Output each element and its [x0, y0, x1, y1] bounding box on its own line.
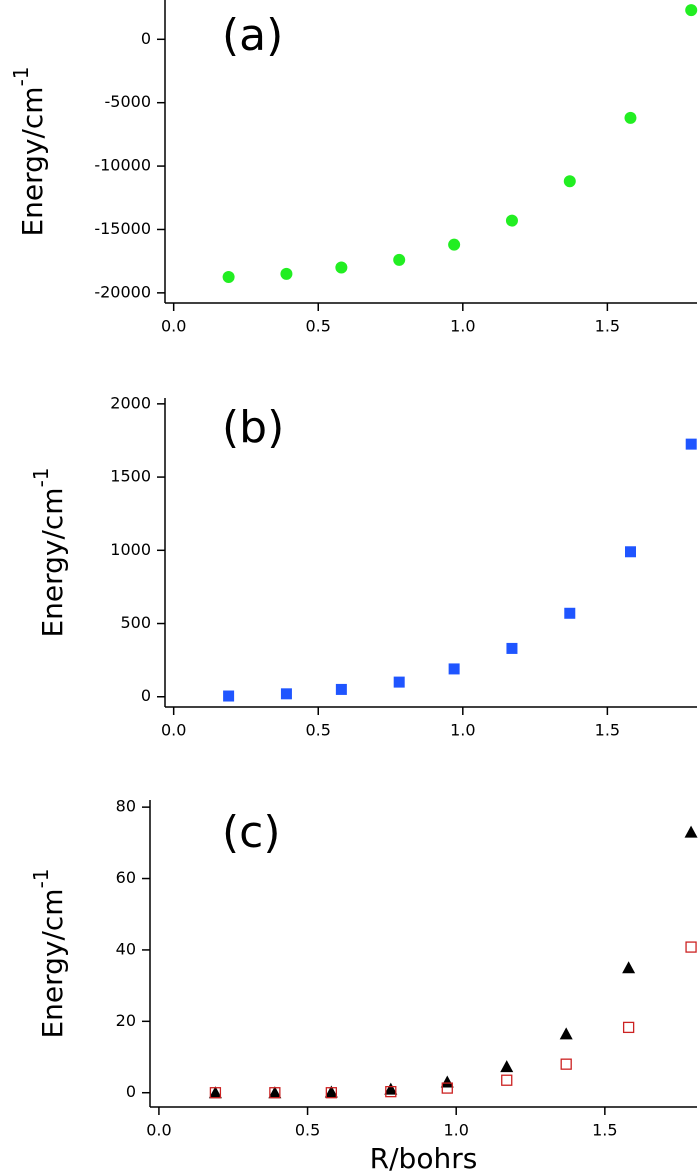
point	[448, 238, 461, 251]
panel-label: (b)	[222, 402, 284, 453]
y-axis-label-sup: -1	[9, 66, 33, 86]
point	[208, 1086, 222, 1099]
point	[564, 607, 576, 619]
point	[559, 1027, 573, 1040]
panel-label: (a)	[222, 10, 283, 61]
point	[393, 253, 406, 266]
y-axis-label-text: Energy/cm	[36, 487, 69, 637]
x-tick-label: 0.0	[146, 1121, 171, 1140]
y-tick-label: 0	[126, 1082, 136, 1101]
point	[685, 4, 698, 17]
point	[223, 690, 235, 702]
x-tick-label: 0.0	[161, 721, 186, 740]
y-axis-label-sup: -1	[29, 467, 53, 487]
y-tick-label: 80	[116, 797, 136, 816]
point	[269, 1087, 281, 1099]
y-tick-label: -10000	[94, 156, 151, 175]
y-tick-label: -5000	[105, 92, 152, 111]
x-axis-label: R/bohrs	[370, 1142, 478, 1175]
point	[280, 267, 293, 280]
point	[385, 1086, 397, 1098]
point	[384, 1082, 398, 1095]
point	[325, 1087, 337, 1099]
point	[222, 271, 235, 284]
x-tick-label: 1.5	[595, 721, 620, 740]
point	[506, 642, 518, 654]
x-tick-label: 0.5	[295, 1121, 320, 1140]
point	[500, 1060, 514, 1073]
y-axis-label: Energy/cm-1	[9, 66, 49, 236]
point	[624, 111, 637, 124]
y-tick-label: 500	[120, 613, 151, 632]
point	[560, 1058, 572, 1070]
y-tick-label: 0	[141, 686, 151, 705]
y-axis-label-text: Energy/cm	[36, 888, 69, 1038]
point	[684, 825, 698, 838]
point	[685, 438, 697, 450]
point	[324, 1085, 338, 1098]
y-axis-label-text: Energy/cm	[16, 86, 49, 236]
point	[393, 676, 405, 688]
point	[501, 1074, 513, 1086]
y-tick-label: 60	[116, 868, 136, 887]
x-tick-label: 0.5	[306, 317, 331, 336]
x-tick-label: 0.0	[161, 317, 186, 336]
y-tick-label: 20	[116, 1011, 136, 1030]
x-tick-label: 1.5	[592, 1121, 617, 1140]
point	[268, 1086, 282, 1099]
panel: 0 500 1000 1500 2000 0.0 0.5 1.0 1.5 Energy/cm-1 (…	[29, 393, 697, 740]
panel-label: (c)	[222, 807, 281, 858]
y-axis-label-sup: -1	[29, 868, 53, 888]
point	[625, 546, 636, 558]
point	[335, 261, 348, 274]
y-tick-label: 2000	[110, 393, 151, 412]
x-tick-label: 1.0	[450, 721, 475, 740]
point	[622, 1021, 635, 1034]
panel: 0 20 40 60 80 0.0 0.5 1.0 1.5 Energy/cm-1 (c) R/boh…	[29, 797, 698, 1175]
x-tick-label: 0.5	[306, 721, 331, 740]
y-tick-label: 40	[116, 939, 136, 958]
point	[335, 683, 347, 695]
y-tick-label: 1500	[110, 467, 151, 486]
point	[448, 663, 460, 675]
y-axis-label: Energy/cm-1	[29, 868, 69, 1038]
point	[441, 1082, 453, 1094]
point	[280, 688, 292, 700]
x-tick-label: 1.5	[595, 317, 620, 336]
point	[440, 1075, 454, 1088]
x-tick-label: 1.0	[443, 1121, 468, 1140]
point	[563, 175, 576, 188]
point	[622, 961, 636, 974]
y-axis-label: Energy/cm-1	[29, 467, 69, 637]
y-tick-label: 1000	[110, 540, 151, 559]
y-tick-label: 0	[141, 29, 151, 48]
point	[209, 1087, 222, 1099]
x-tick-label: 1.0	[450, 317, 475, 336]
y-tick-label: -20000	[94, 282, 151, 301]
panel: -20000 -15000 -10000 -5000 0 0.0 0.5 1.0 1.5 Ener…	[9, 0, 698, 336]
point	[505, 214, 518, 227]
point	[685, 941, 697, 953]
y-tick-label: -15000	[94, 219, 151, 238]
